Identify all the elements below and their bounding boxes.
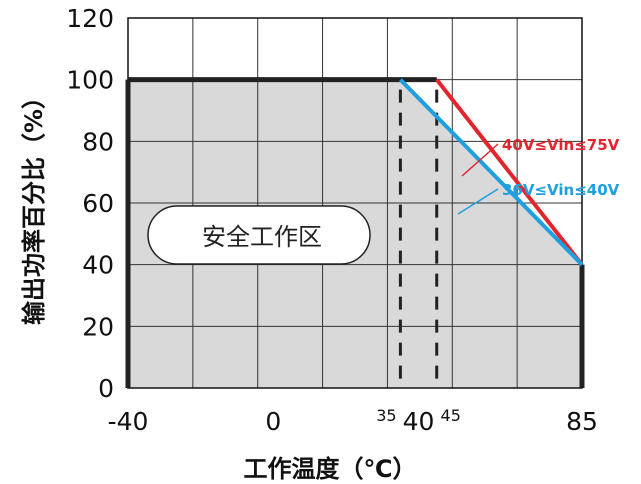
- x-tick-label: 0: [265, 407, 281, 436]
- safe-zone-label: 安全工作区: [202, 223, 322, 251]
- series-line-1: [398, 78, 584, 267]
- series-label-0: 40V≤Vin≤75V: [502, 136, 620, 154]
- y-tick-label: 0: [98, 374, 114, 403]
- y-tick-label: 120: [66, 4, 114, 33]
- y-tick-label: 80: [82, 127, 114, 156]
- y-tick-label: 20: [82, 312, 114, 341]
- x-minor-tick-label: 35: [376, 406, 396, 425]
- series-label-leader-0: [461, 143, 499, 177]
- y-tick-label: 100: [66, 66, 114, 95]
- y-tick-label: 40: [82, 251, 114, 280]
- series-label-1: 36V≤Vin≤40V: [502, 181, 620, 199]
- series-label-leader-1: [457, 188, 499, 215]
- y-tick-label: 60: [82, 189, 114, 218]
- x-tick-label: -40: [108, 407, 149, 436]
- series-line-0: [435, 78, 584, 266]
- x-axis-title: 工作温度（℃）: [243, 455, 416, 483]
- y-axis-title: 输出功率百分比（%）: [20, 85, 48, 325]
- x-minor-tick-label: 45: [441, 406, 461, 425]
- x-tick-label: 40: [403, 407, 435, 436]
- x-tick-label: 85: [566, 407, 598, 436]
- safe-zone-pill: [147, 205, 371, 265]
